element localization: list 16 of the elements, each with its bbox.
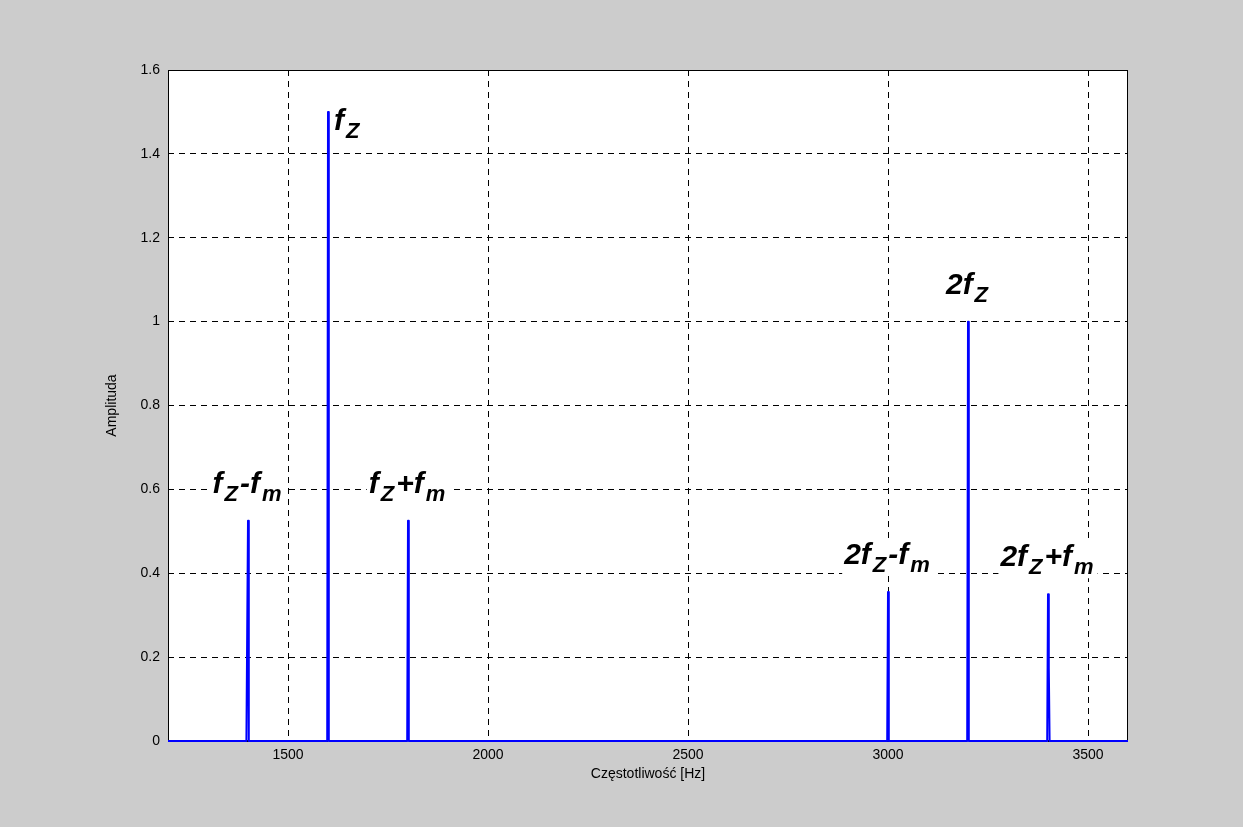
y-tick-label: 1.6 xyxy=(140,60,161,77)
y-tick-label: 1.4 xyxy=(140,144,161,161)
x-tick-label: 1500 xyxy=(272,746,304,763)
y-tick-label: 0.4 xyxy=(140,564,161,581)
y-axis-title: Amplituda xyxy=(103,374,120,437)
x-axis-title: Częstotliwość [Hz] xyxy=(590,765,706,782)
y-tick-label: 0.2 xyxy=(140,647,161,664)
x-tick-label: 2000 xyxy=(472,746,504,763)
x-tick-label: 2500 xyxy=(672,746,704,763)
y-tick-label: 1 xyxy=(152,312,161,329)
y-tick-label: 0 xyxy=(152,731,161,748)
x-tick-label: 3000 xyxy=(872,746,904,763)
y-tick-label: 0.8 xyxy=(140,396,161,413)
y-tick-label: 0.6 xyxy=(140,480,161,497)
y-tick-label: 1.2 xyxy=(140,228,161,245)
x-tick-label: 3500 xyxy=(1072,746,1104,763)
